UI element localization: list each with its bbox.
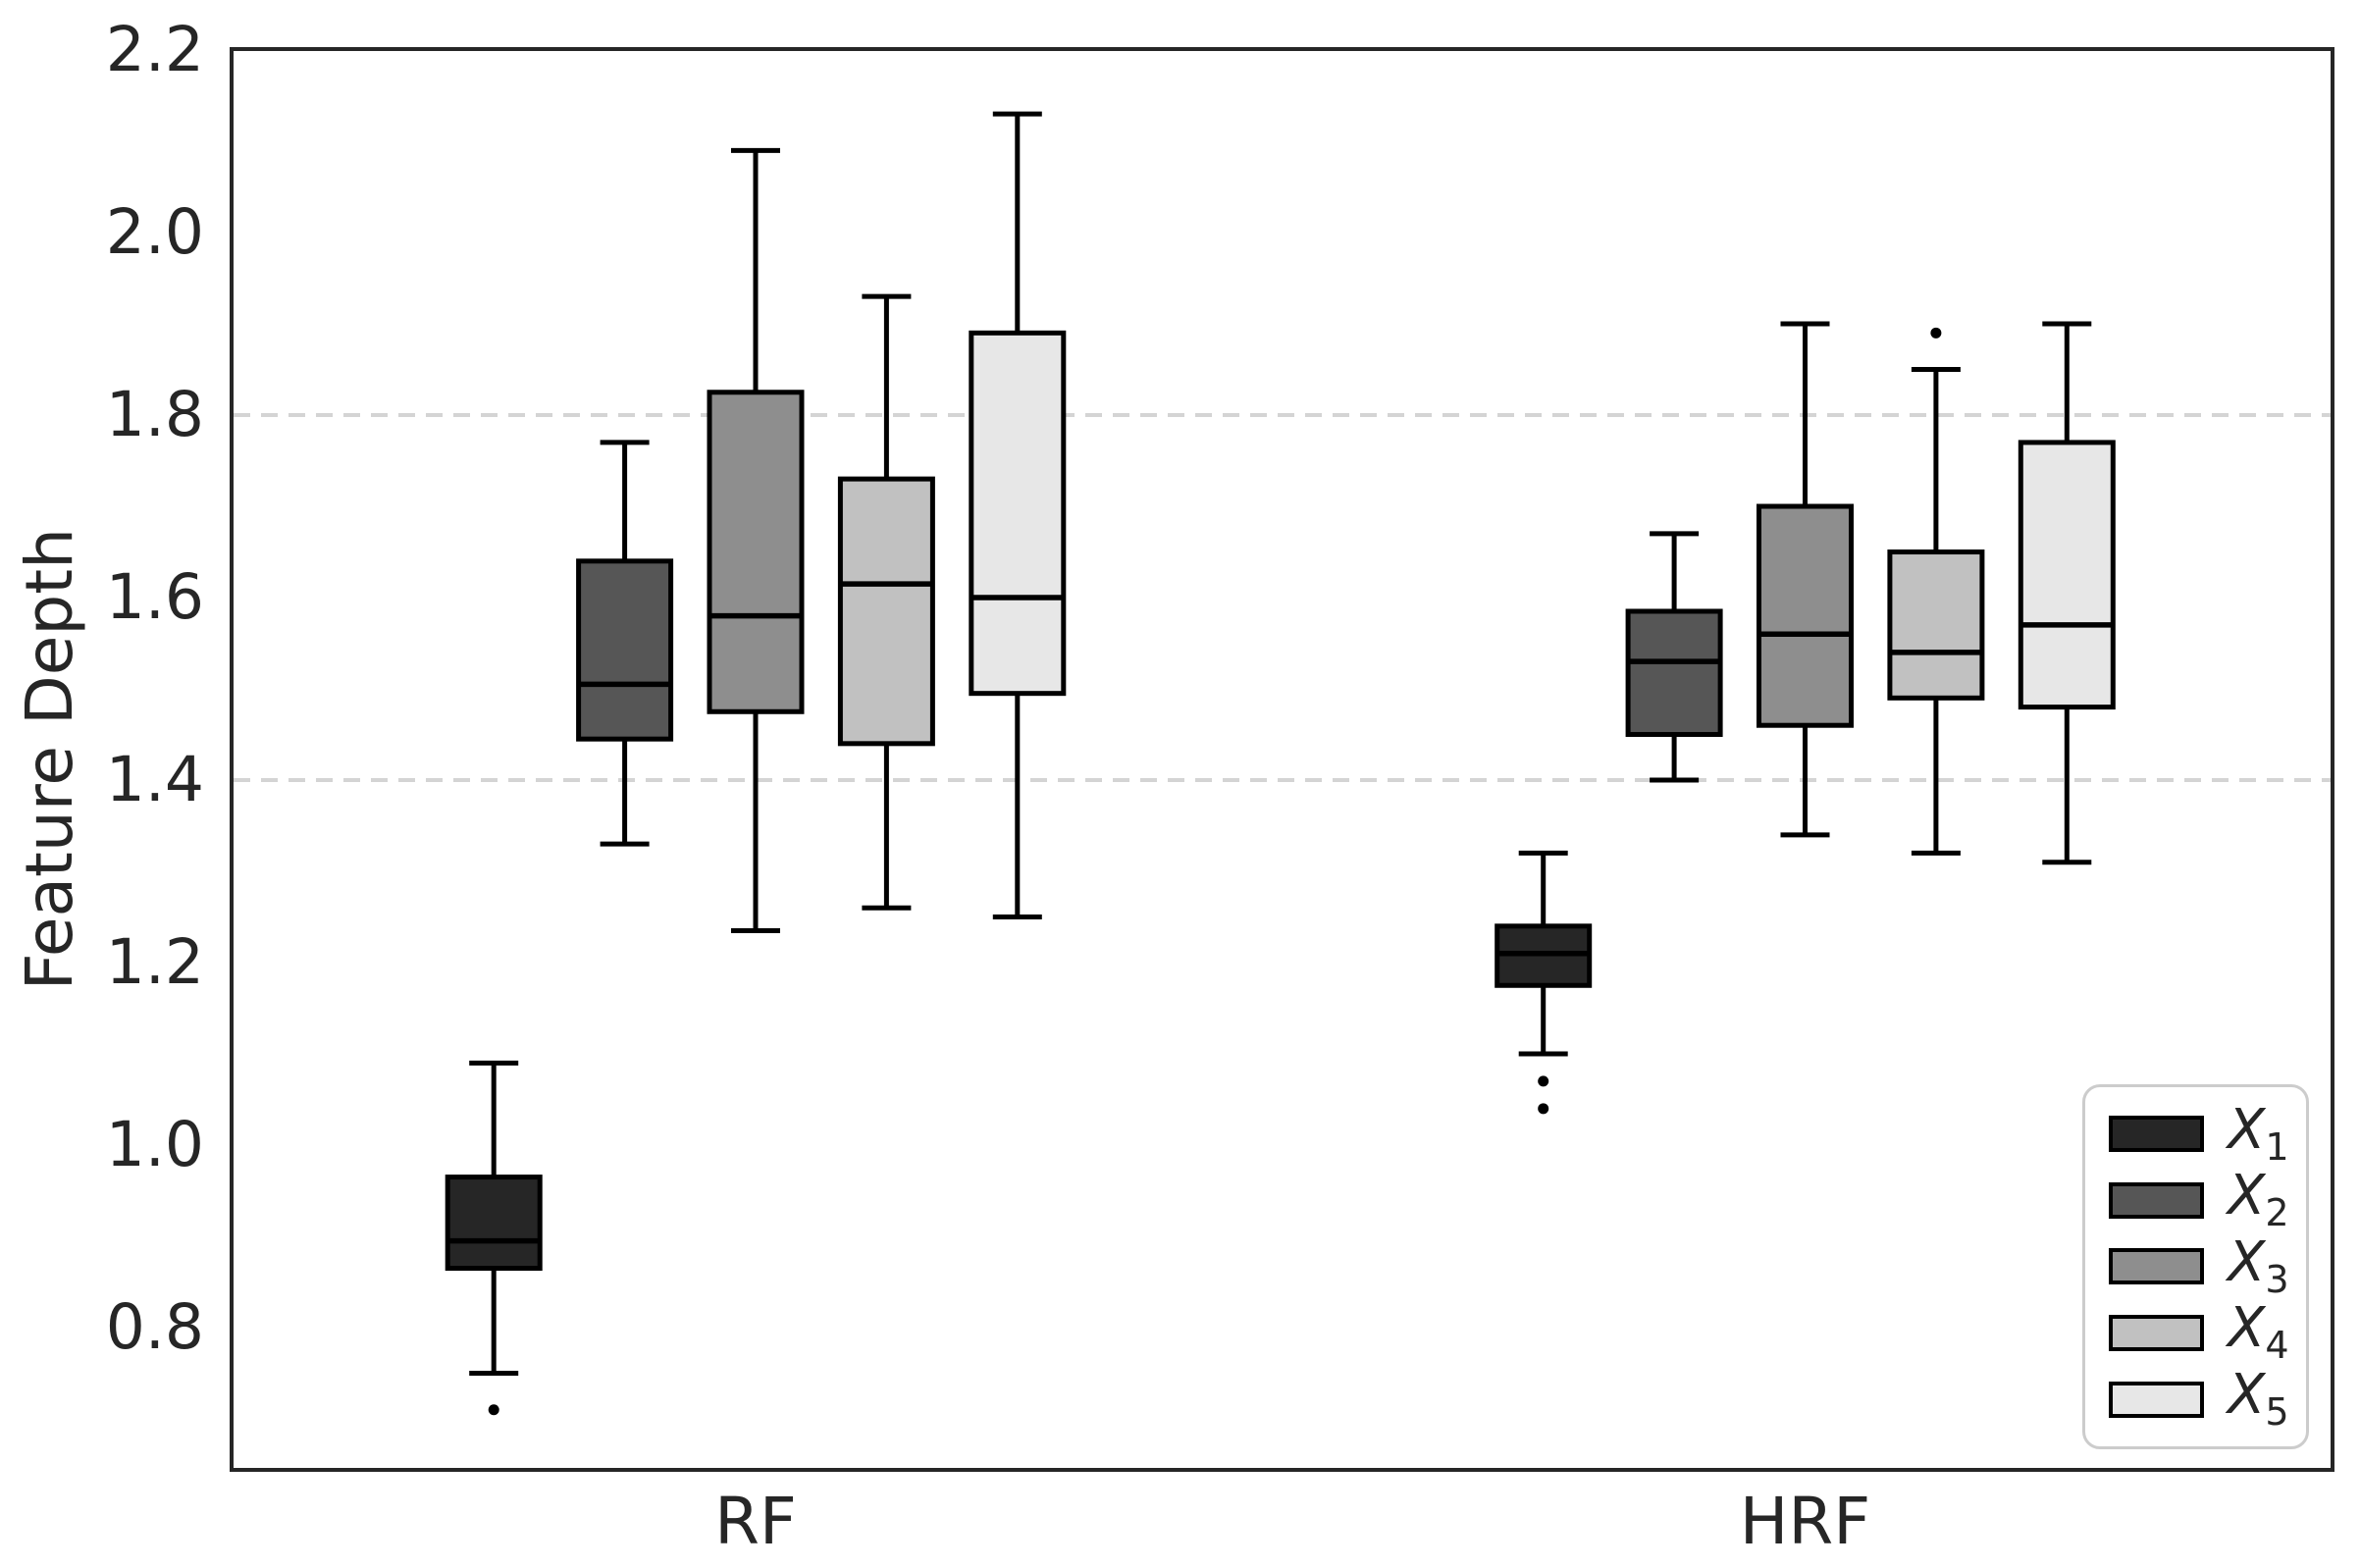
- legend-label-x2: X2: [2228, 1164, 2289, 1235]
- x-tick-label-hrf: HRF: [1739, 1484, 1871, 1559]
- legend-item: X5: [2109, 1368, 2306, 1431]
- y-tick-label: 1.4: [105, 744, 204, 816]
- y-tick-label: 1.2: [105, 926, 204, 999]
- legend-swatch-x1: [2109, 1116, 2204, 1153]
- y-tick-label: 1.6: [105, 561, 204, 634]
- y-tick-label: 1.0: [105, 1109, 204, 1181]
- legend-swatch-x5: [2109, 1381, 2204, 1418]
- legend-item: X2: [2109, 1169, 2306, 1231]
- legend-item: X4: [2109, 1296, 2306, 1368]
- y-tick-label: 1.8: [105, 379, 204, 451]
- legend-swatch-x2: [2109, 1181, 2204, 1219]
- legend-swatch-x4: [2109, 1315, 2204, 1352]
- y-tick-label: 2.2: [105, 14, 204, 86]
- y-tick-label: 2.0: [105, 196, 204, 269]
- legend-label-x4: X4: [2228, 1296, 2289, 1368]
- legend-item: X1: [2109, 1097, 2306, 1169]
- legend-label-x1: X1: [2228, 1097, 2289, 1169]
- legend-label-x5: X5: [2228, 1363, 2289, 1435]
- legend-label-x3: X3: [2228, 1229, 2289, 1302]
- y-tick-label: 0.8: [105, 1291, 204, 1364]
- legend-box: X1 X2 X3 X4 X5: [2082, 1084, 2309, 1449]
- x-tick-label-rf: RF: [714, 1484, 797, 1559]
- legend-swatch-x3: [2109, 1248, 2204, 1285]
- legend-item: X3: [2109, 1229, 2306, 1302]
